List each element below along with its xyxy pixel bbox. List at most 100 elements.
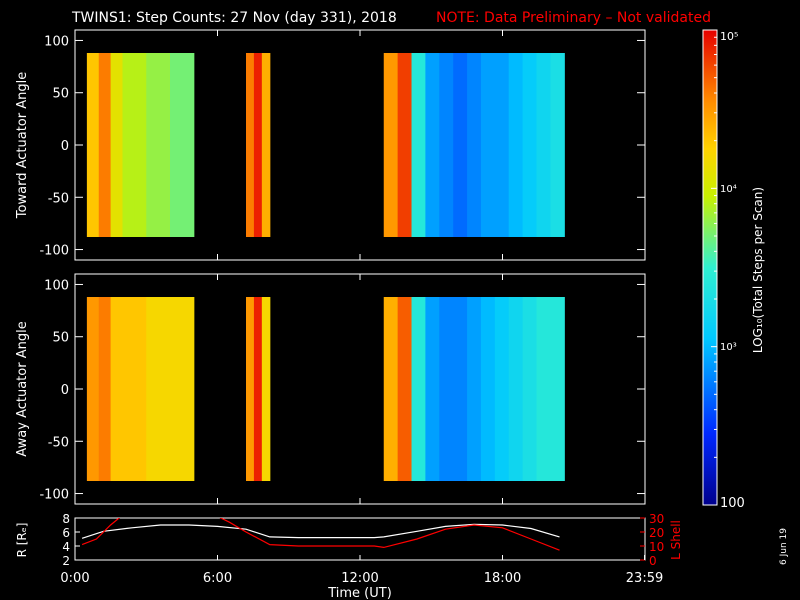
- heatmap-column: [425, 53, 440, 237]
- r-tick-label: 8: [62, 512, 70, 526]
- heatmap-column: [261, 297, 271, 481]
- x-tick-label: 18:00: [484, 571, 521, 586]
- heatmap-column: [536, 53, 551, 237]
- y-tick-label: -100: [39, 488, 69, 503]
- chart-title: TWINS1: Step Counts: 27 Nov (day 331), 2…: [71, 10, 397, 26]
- heatmap-column: [439, 297, 454, 481]
- colorbar-1e4-label: 10⁴: [720, 184, 737, 195]
- y-tick-label: 100: [44, 278, 69, 293]
- toward-heatmap-panel: 100 50 0 -50 -100 Toward Actuator Angle: [15, 29, 646, 261]
- heatmap-column: [98, 297, 112, 481]
- colorbar-ticks: [711, 29, 717, 506]
- heatmap-column: [397, 297, 413, 481]
- heatmap-column: [98, 53, 112, 237]
- y-tick-label: -100: [39, 244, 69, 259]
- heatmap-column: [508, 297, 524, 481]
- away-heatmap-panel: 100 50 0 -50 -100 Away Actuator Angle: [15, 273, 646, 505]
- heatmap-column: [246, 297, 255, 481]
- heatmap-column: [536, 297, 551, 481]
- lshell-tick-label: 20: [649, 526, 664, 540]
- heatmap-column: [411, 297, 427, 481]
- heatmap-column: [508, 53, 524, 237]
- heatmap-column: [467, 53, 482, 237]
- ephemeris-lines: [81, 518, 560, 551]
- heatmap-column: [158, 53, 171, 237]
- heatmap-column: [86, 297, 100, 481]
- heatmap-column: [480, 297, 496, 481]
- heatmap-column: [383, 297, 399, 481]
- heatmap-column: [246, 53, 255, 237]
- y-axis-ticks: 100 50 0 -50 -100: [39, 30, 646, 260]
- heatmap-column: [550, 53, 565, 237]
- heatmap-column: [425, 297, 440, 481]
- heatmap-column: [453, 297, 468, 481]
- colorbar: 10⁵ 10⁴ 10³ 100 LOG₁₀(Total Steps per Sc…: [702, 29, 765, 511]
- x-axis-label: Time (UT): [327, 586, 392, 600]
- heatmap-column: [383, 53, 399, 237]
- heatmap-column: [170, 53, 183, 237]
- chart-note: NOTE: Data Preliminary – Not validated: [436, 10, 711, 26]
- r-tick-label: 2: [62, 554, 70, 568]
- colorbar-label: LOG₁₀(Total Steps per Scan): [751, 187, 765, 353]
- panel-border: [74, 517, 646, 561]
- heatmap-column: [146, 53, 159, 237]
- heatmap-column: [146, 297, 159, 481]
- y-axis-ticks: 100 50 0 -50 -100: [39, 274, 646, 504]
- heatmap-column: [134, 297, 147, 481]
- heatmap-column: [170, 297, 183, 481]
- heatmap-column: [253, 297, 263, 481]
- colorbar-bottom-label: 100: [720, 496, 745, 511]
- y-axis-label: Away Actuator Angle: [15, 321, 30, 456]
- heatmap-column: [480, 53, 496, 237]
- heatmap-column: [110, 53, 124, 237]
- heatmap-column: [494, 297, 510, 481]
- y-tick-label: 50: [52, 331, 69, 346]
- heatmap-column: [411, 53, 427, 237]
- heatmap-column: [86, 53, 100, 237]
- heatmap-column: [110, 297, 124, 481]
- y-tick-label: 0: [61, 383, 69, 398]
- x-tick-label: 12:00: [341, 571, 378, 586]
- x-tick-label: 23:59: [626, 571, 663, 586]
- heatmap-column: [134, 53, 147, 237]
- heatmap-column: [494, 53, 510, 237]
- r-distance-line: [81, 523, 560, 539]
- lshell-tick-label: 30: [649, 512, 664, 526]
- heatmap-column: [253, 53, 263, 237]
- heatmap-column: [181, 53, 195, 237]
- y-axis-label: Toward Actuator Angle: [15, 72, 30, 219]
- heatmap-column: [158, 297, 171, 481]
- heatmap-column: [467, 297, 482, 481]
- heatmap-column: [181, 297, 195, 481]
- heatmap-column: [522, 53, 538, 237]
- y-tick-label: -50: [48, 435, 69, 450]
- y-tick-label: 50: [52, 87, 69, 102]
- r-axis-label: R [Rₑ]: [15, 523, 29, 558]
- x-tick-label: 0:00: [60, 571, 89, 586]
- heatmap-column: [453, 53, 468, 237]
- heatmap-column: [122, 297, 135, 481]
- x-tick-label: 6:00: [203, 571, 232, 586]
- lshell-axis-label: L Shell: [669, 520, 683, 560]
- heatmap-column: [439, 53, 454, 237]
- colorbar-top-label: 10⁵: [720, 30, 738, 43]
- lshell-line: [81, 518, 560, 551]
- lshell-tick-label: 10: [649, 540, 664, 554]
- heatmap-column: [122, 53, 135, 237]
- lshell-tick-label: 0: [649, 554, 657, 568]
- r-tick-label: 6: [62, 526, 70, 540]
- heatmap-column: [397, 53, 413, 237]
- heatmap-column: [261, 53, 271, 237]
- heatmap-column: [522, 297, 538, 481]
- heatmap-column: [550, 297, 565, 481]
- colorbar-gradient: [702, 29, 718, 506]
- colorbar-1e3-label: 10³: [720, 342, 737, 353]
- heatmap-data: [86, 53, 565, 237]
- y-tick-label: -50: [48, 191, 69, 206]
- r-tick-label: 4: [62, 540, 70, 554]
- y-tick-label: 0: [61, 139, 69, 154]
- y-tick-label: 100: [44, 34, 69, 49]
